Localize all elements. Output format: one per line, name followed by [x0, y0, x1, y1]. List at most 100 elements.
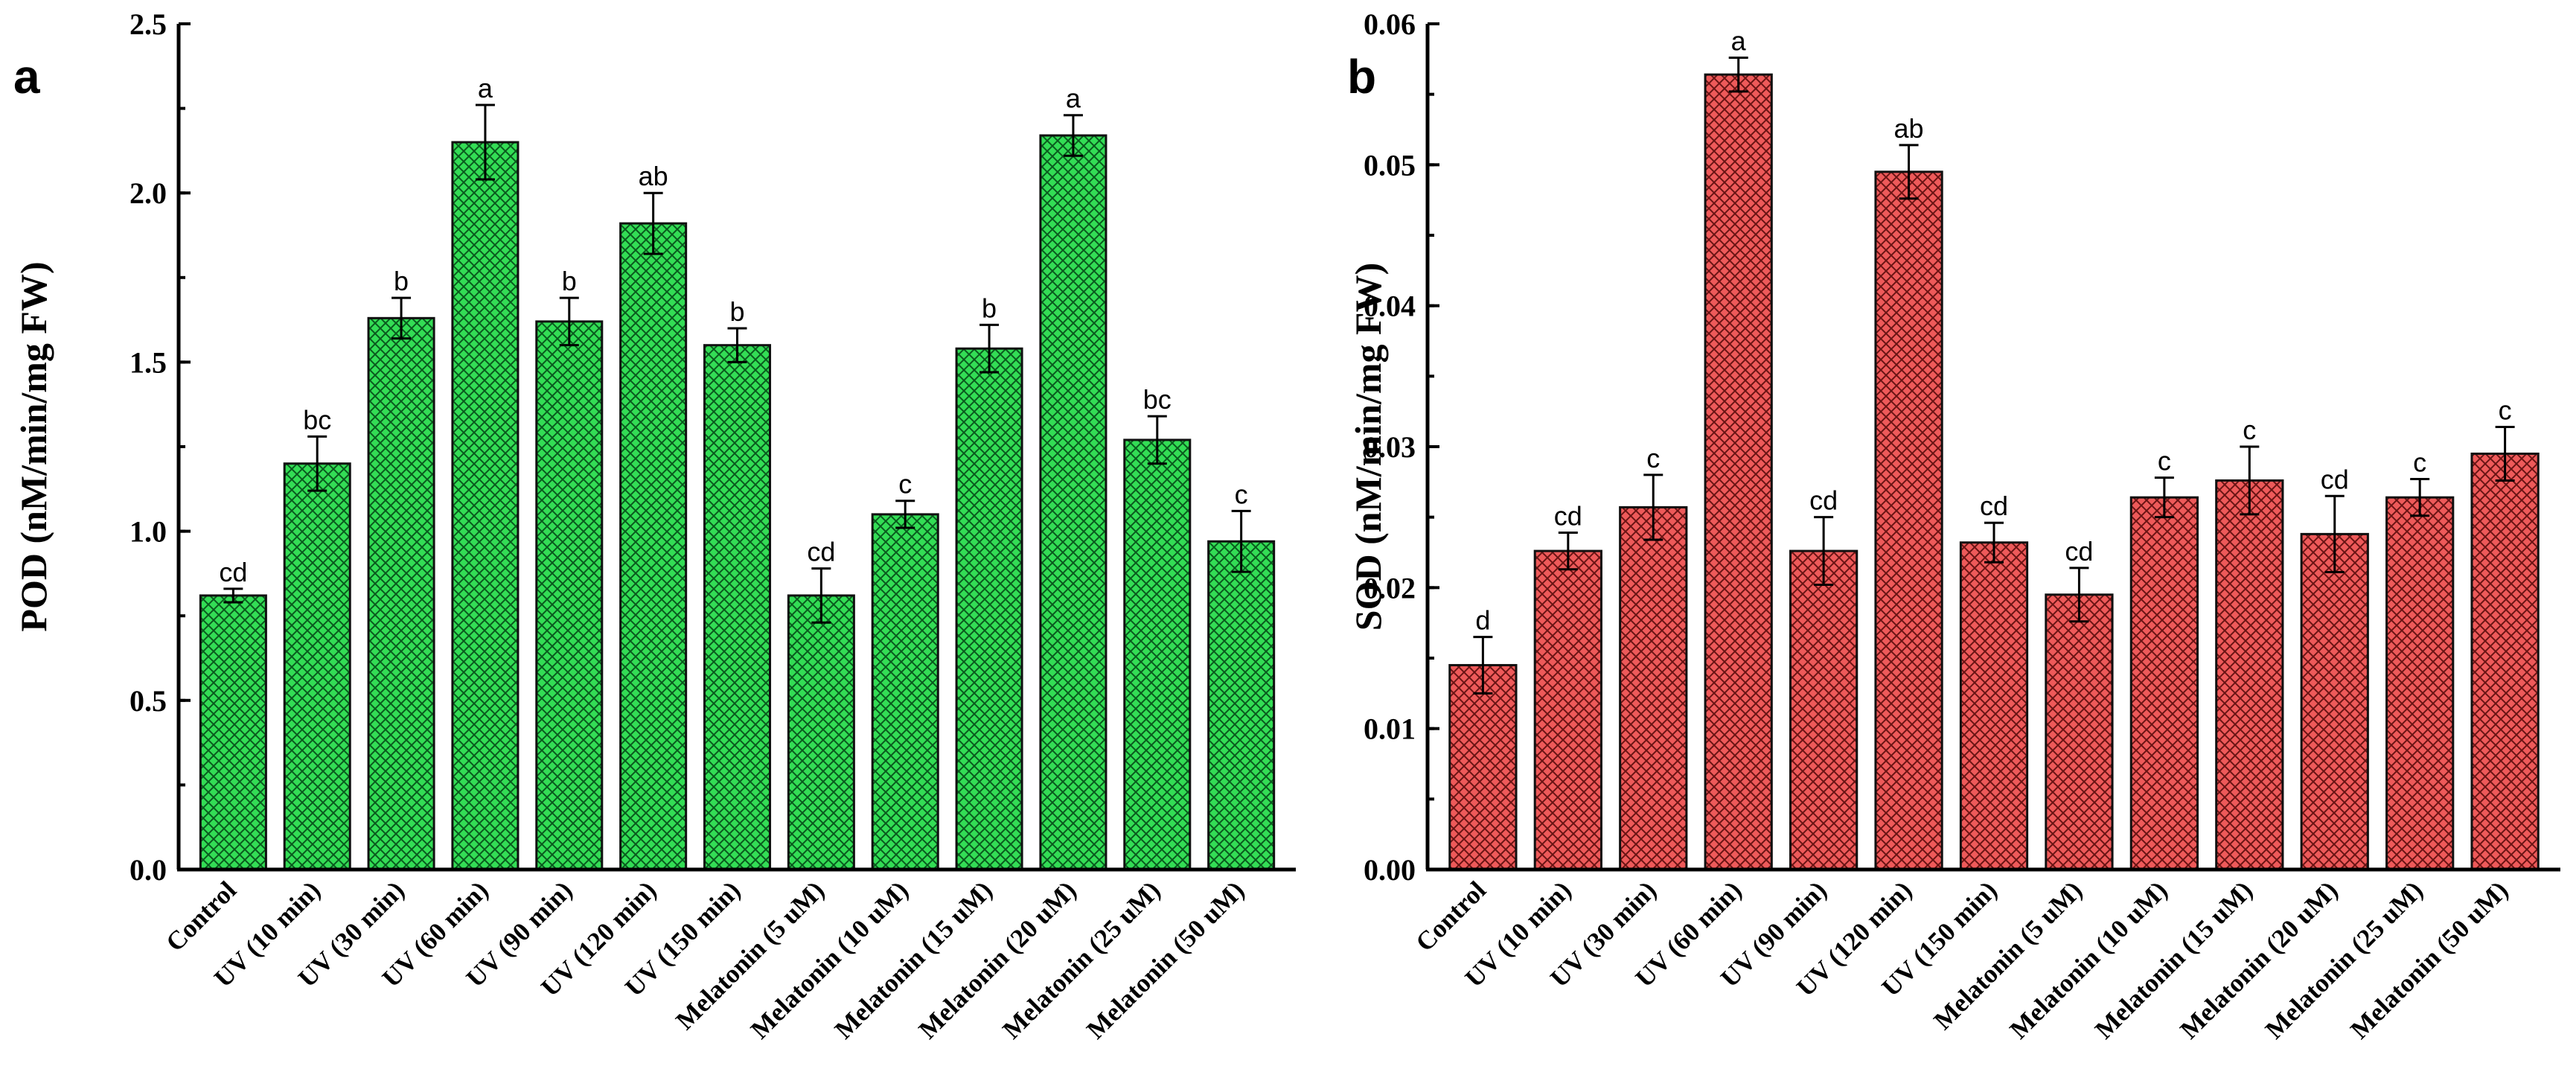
- bar: [2215, 479, 2284, 871]
- x-tick-label: Melatonin (50 uM): [2345, 875, 2513, 1044]
- significance-label: c: [2413, 447, 2426, 478]
- bar-group: ab: [1874, 113, 1943, 871]
- significance-label: bc: [303, 404, 331, 435]
- bar-group: a: [451, 73, 520, 871]
- bar: [283, 462, 351, 871]
- bar: [367, 316, 435, 871]
- bar: [1619, 505, 1688, 871]
- bar-group: cd: [787, 537, 855, 871]
- y-tick-label: 0.00: [1364, 853, 1416, 887]
- significance-label: a: [1731, 25, 1747, 56]
- bar-group: c: [1619, 443, 1688, 871]
- bar: [1704, 73, 1773, 871]
- bar: [1448, 663, 1518, 871]
- x-tick-label: Melatonin (25 uM): [997, 875, 1166, 1044]
- bar: [1039, 134, 1108, 871]
- bar-group: cd: [1789, 485, 1859, 871]
- bar: [451, 141, 520, 871]
- y-tick-label: 0.05: [1364, 148, 1416, 182]
- bar: [2470, 452, 2540, 871]
- significance-label: c: [898, 469, 912, 500]
- bar: [619, 222, 688, 871]
- bar-group: cd: [199, 557, 267, 871]
- x-tick-label: Melatonin (50 uM): [1081, 875, 1250, 1044]
- bar-group: c: [2385, 447, 2455, 871]
- significance-label: c: [2243, 415, 2256, 445]
- significance-label: b: [982, 293, 997, 323]
- bar: [2129, 496, 2199, 871]
- bar: [1207, 540, 1276, 871]
- bar: [1959, 541, 2029, 871]
- bar: [1874, 170, 1943, 871]
- bar-group: cd: [1533, 500, 1602, 871]
- x-tick-label: Melatonin (15 uM): [829, 875, 998, 1044]
- y-tick-label: 2.5: [130, 7, 167, 41]
- bar: [955, 347, 1023, 871]
- significance-label: c: [1235, 479, 1248, 509]
- y-tick-label: 0.02: [1364, 571, 1416, 605]
- x-tick-label: Melatonin (20 uM): [2174, 875, 2343, 1044]
- bar: [787, 594, 855, 871]
- significance-label: cd: [219, 557, 247, 587]
- significance-label: b: [562, 266, 577, 296]
- bar: [2300, 532, 2369, 871]
- significance-label: cd: [807, 537, 835, 567]
- bar-group: b: [367, 266, 435, 871]
- bar: [1123, 438, 1192, 871]
- y-tick-label: 0.0: [130, 853, 167, 887]
- x-tick-label: Melatonin (10 uM): [2004, 875, 2173, 1044]
- x-tick-label: Melatonin (5 uM): [1928, 875, 2088, 1036]
- bar-group: c: [1207, 479, 1276, 871]
- y-tick-label: 0.03: [1364, 430, 1416, 464]
- significance-label: ab: [1894, 113, 1924, 144]
- y-tick-label: 1.0: [130, 515, 167, 549]
- panel-letter: b: [1347, 50, 1376, 103]
- bar-group: ab: [619, 161, 688, 871]
- bar: [2045, 593, 2114, 871]
- bar-group: cd: [1959, 491, 2029, 871]
- x-tick-label: Melatonin (5 uM): [670, 875, 830, 1036]
- significance-label: b: [394, 266, 409, 296]
- bar-group: cd: [2045, 536, 2114, 871]
- bar-group: bc: [283, 404, 351, 871]
- bar: [2385, 496, 2455, 871]
- y-axis-label: SOD (nM/min/mg FW): [1347, 263, 1389, 631]
- x-tick-label: Melatonin (15 uM): [2089, 875, 2258, 1044]
- bar-group: d: [1448, 605, 1518, 871]
- significance-label: bc: [1143, 384, 1172, 415]
- y-tick-label: 0.04: [1364, 290, 1416, 323]
- bar-group: a: [1704, 25, 1773, 871]
- x-tick-label: Control: [1410, 875, 1492, 957]
- x-tick-label: Melatonin (25 uM): [2260, 875, 2429, 1044]
- significance-label: cd: [1809, 485, 1838, 516]
- significance-label: a: [478, 73, 493, 103]
- significance-label: cd: [2321, 464, 2349, 494]
- bar-group: c: [2215, 415, 2284, 871]
- bar-group: c: [2470, 395, 2540, 871]
- bar-group: c: [871, 469, 939, 871]
- bar: [703, 344, 772, 871]
- bar: [1789, 549, 1859, 871]
- bar-group: bc: [1123, 384, 1192, 871]
- y-tick-label: 0.06: [1364, 7, 1416, 41]
- significance-label: ab: [639, 161, 668, 191]
- y-tick-label: 0.5: [130, 684, 167, 718]
- y-tick-label: 0.01: [1364, 712, 1416, 746]
- bar-group: b: [535, 266, 604, 871]
- panel-letter: a: [13, 50, 40, 103]
- bar-group: b: [703, 296, 772, 871]
- bar-group: c: [2129, 446, 2199, 871]
- y-tick-label: 2.0: [130, 176, 167, 210]
- significance-label: a: [1066, 83, 1081, 114]
- bar: [535, 320, 604, 871]
- significance-label: c: [2158, 446, 2171, 476]
- bar: [199, 594, 267, 871]
- x-tick-label: Melatonin (20 uM): [913, 875, 1082, 1044]
- bar-group: a: [1039, 83, 1108, 871]
- bar: [871, 513, 939, 871]
- significance-label: b: [729, 296, 744, 327]
- y-tick-label: 1.5: [130, 345, 167, 379]
- significance-label: cd: [2065, 536, 2093, 567]
